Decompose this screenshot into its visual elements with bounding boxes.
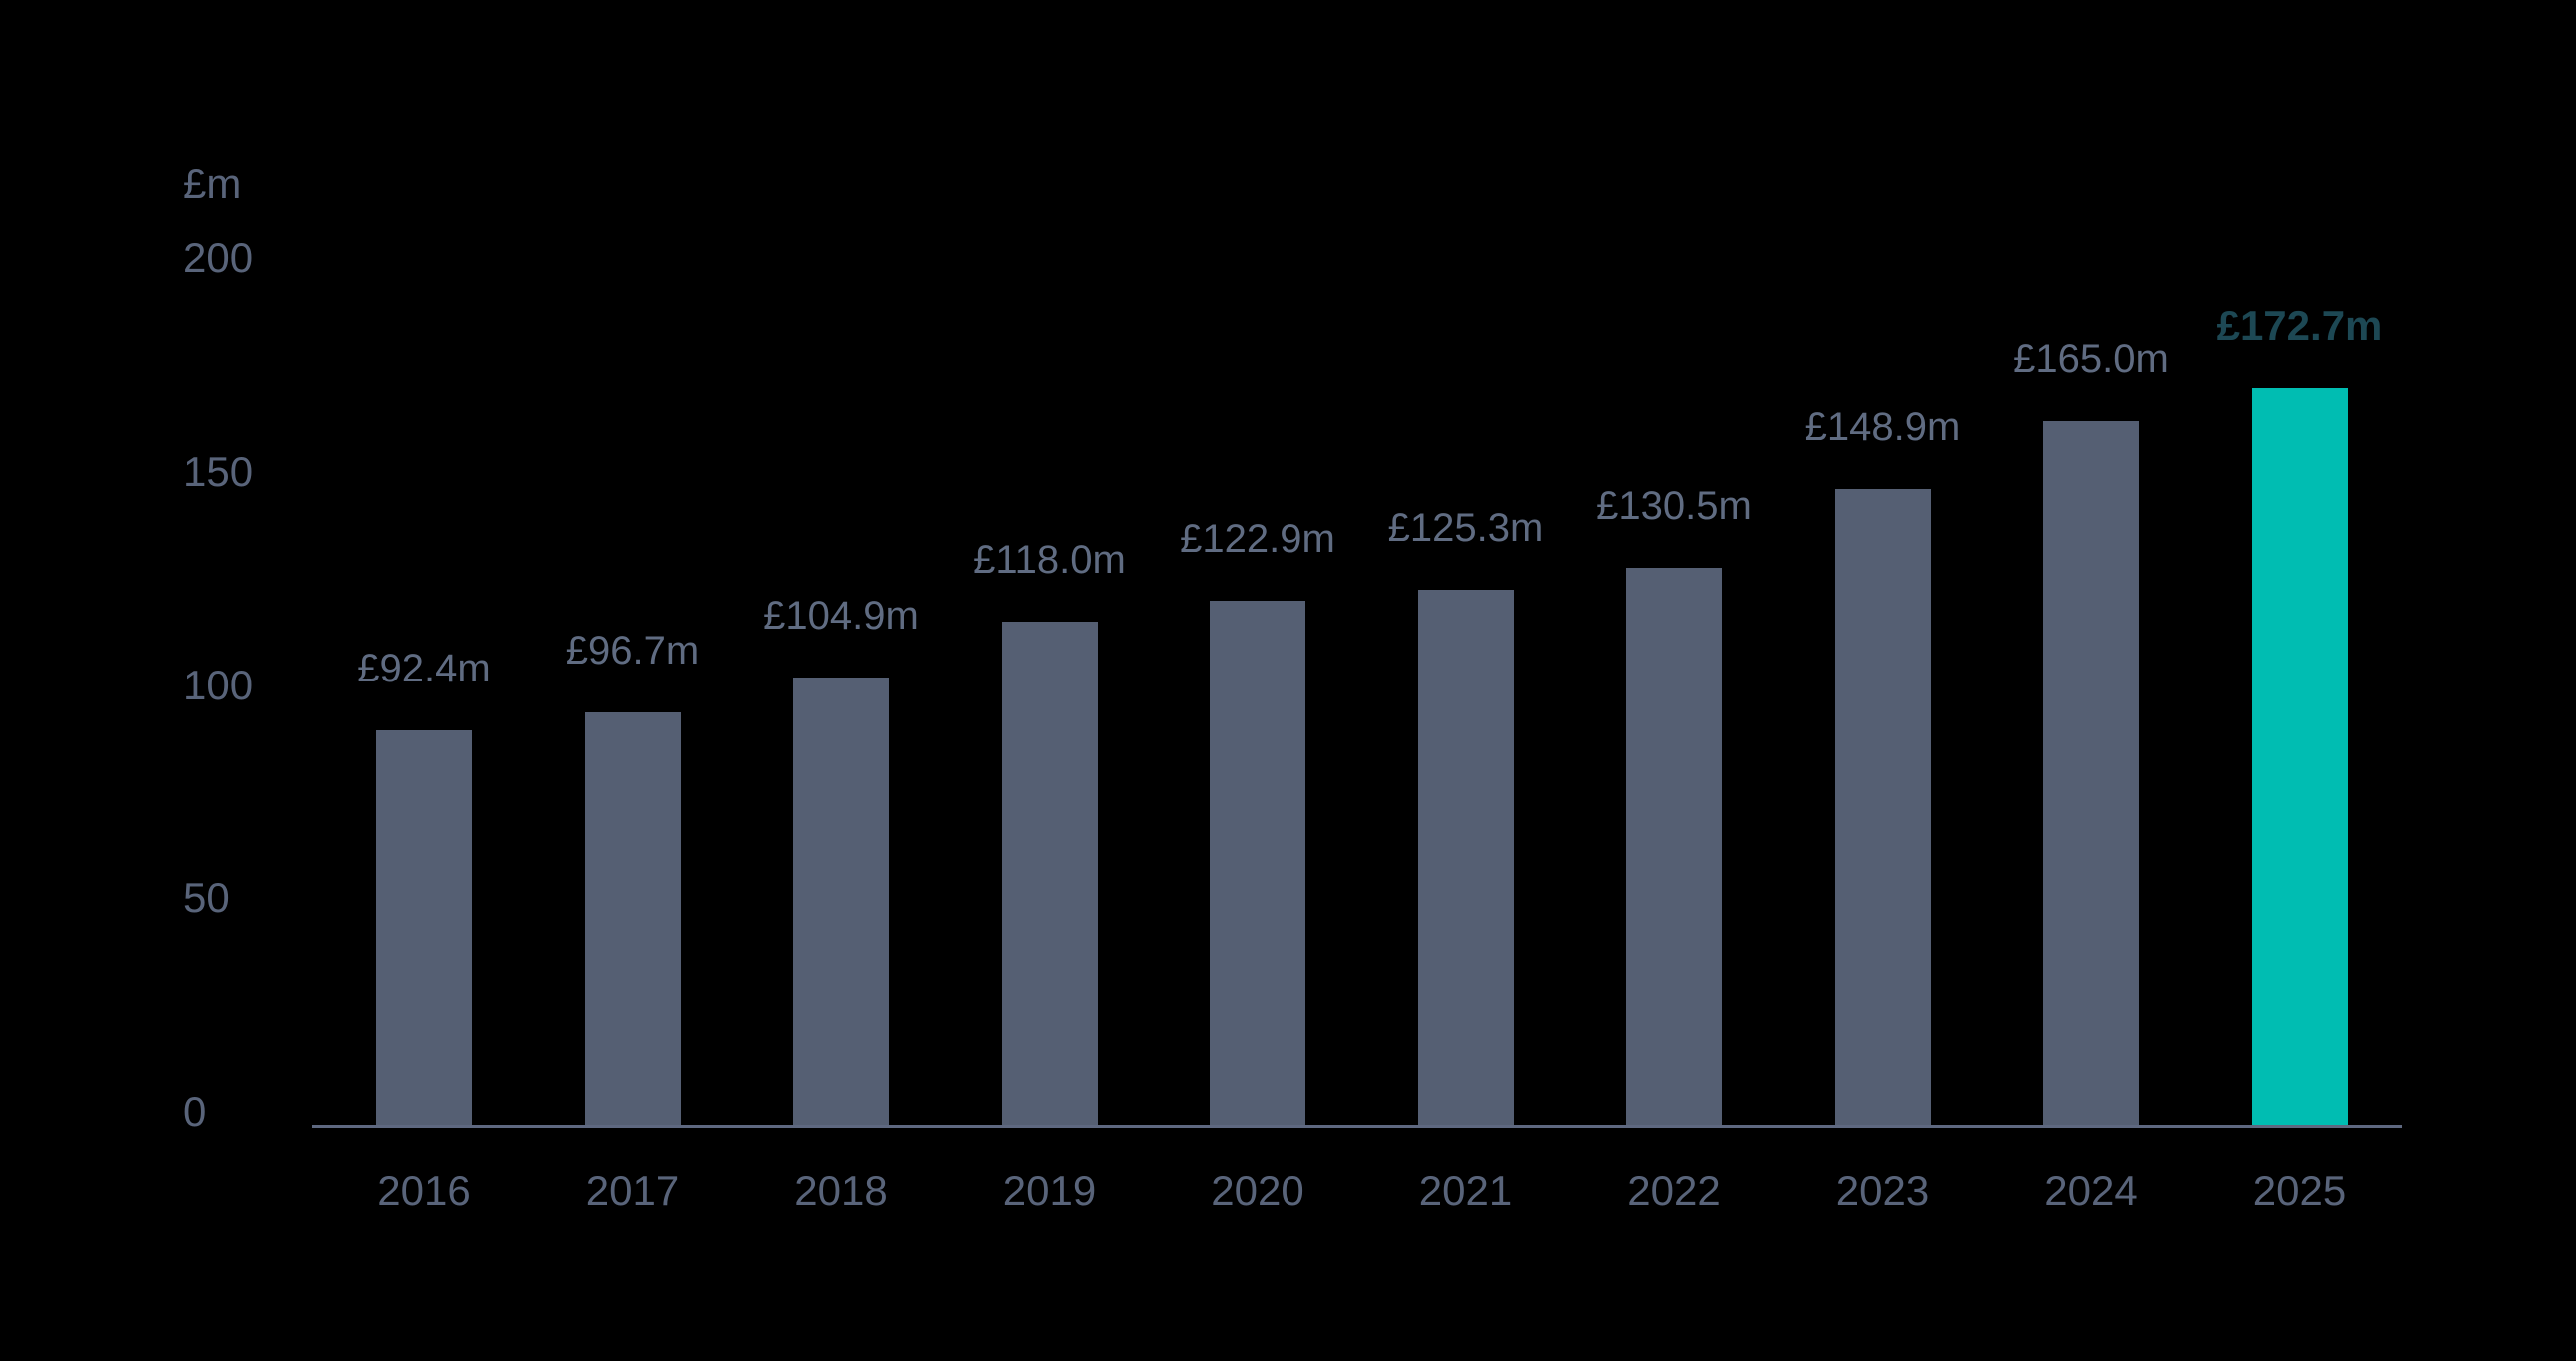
bar-2022 <box>1626 568 1722 1125</box>
value-label-2016: £92.4m <box>357 646 491 690</box>
y-tick-label: 100 <box>183 661 254 708</box>
y-tick-label: 50 <box>183 874 230 922</box>
x-tick-label-2025: 2025 <box>2252 1167 2347 1214</box>
x-tick-label-2019: 2019 <box>1002 1167 1097 1214</box>
x-tick-label-2022: 2022 <box>1627 1167 1721 1214</box>
value-label-2018: £104.9m <box>763 593 919 638</box>
x-tick-label-2016: 2016 <box>377 1167 471 1214</box>
value-label-2025: £172.7m <box>2216 301 2383 349</box>
x-tick-label-2021: 2021 <box>1418 1167 1513 1214</box>
y-axis-unit-label: £m <box>183 160 242 207</box>
x-tick-label-2024: 2024 <box>2044 1167 2138 1214</box>
bar-2019 <box>1001 621 1098 1125</box>
value-label-2023: £148.9m <box>1804 405 1961 450</box>
bar-2024 <box>2043 420 2139 1125</box>
x-tick-label-2018: 2018 <box>794 1167 888 1214</box>
value-label-2024: £165.0m <box>2013 336 2169 381</box>
bar-2021 <box>1417 590 1514 1125</box>
x-axis-line <box>312 1125 2402 1128</box>
y-tick-label: 150 <box>183 447 254 495</box>
bar-2016 <box>376 729 472 1125</box>
bar-2025 <box>2251 387 2348 1125</box>
x-tick-label-2023: 2023 <box>1835 1167 1930 1214</box>
value-label-2019: £118.0m <box>973 537 1126 582</box>
bar-2023 <box>1834 489 1931 1125</box>
bar-2017 <box>584 711 681 1125</box>
value-label-2020: £122.9m <box>1180 516 1335 561</box>
value-label-2021: £125.3m <box>1387 506 1544 551</box>
y-tick-label: 200 <box>183 234 254 281</box>
x-tick-label-2020: 2020 <box>1211 1167 1304 1214</box>
x-tick-label-2017: 2017 <box>585 1167 680 1214</box>
value-label-2022: £130.5m <box>1596 484 1752 529</box>
value-label-2017: £96.7m <box>565 628 700 673</box>
bar-2018 <box>793 677 889 1125</box>
y-tick-label: 0 <box>183 1088 207 1135</box>
bar-2020 <box>1210 600 1305 1125</box>
